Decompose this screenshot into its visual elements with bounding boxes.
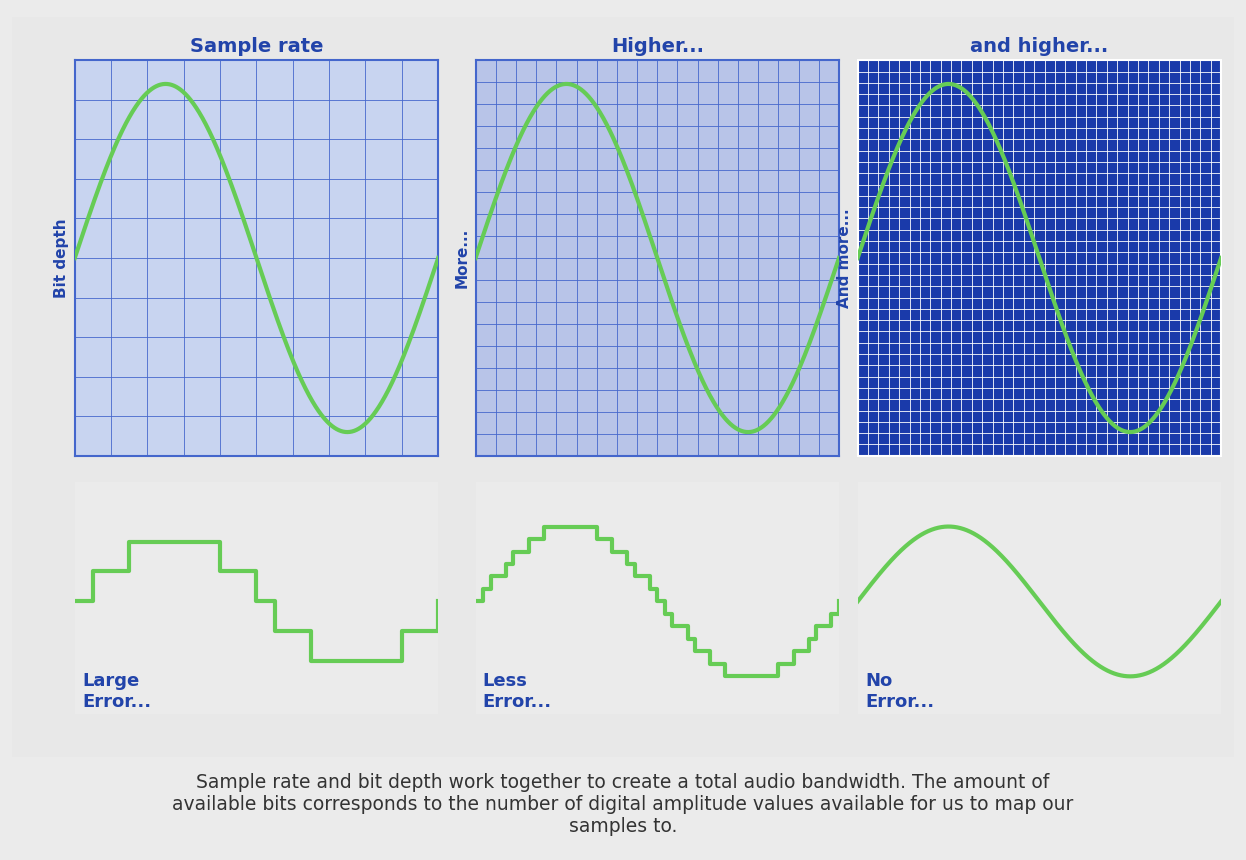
Text: Less
Error...: Less Error... [483,672,552,711]
Text: Sample rate and bit depth work together to create a total audio bandwidth. The a: Sample rate and bit depth work together … [172,772,1074,836]
Y-axis label: Bit depth: Bit depth [55,218,70,298]
Title: Higher...: Higher... [611,37,704,56]
Y-axis label: More...: More... [455,228,470,288]
Text: No
Error...: No Error... [865,672,934,711]
Title: and higher...: and higher... [971,37,1109,56]
Title: Sample rate: Sample rate [189,37,323,56]
Y-axis label: And more...: And more... [837,208,852,308]
Text: Large
Error...: Large Error... [82,672,151,711]
